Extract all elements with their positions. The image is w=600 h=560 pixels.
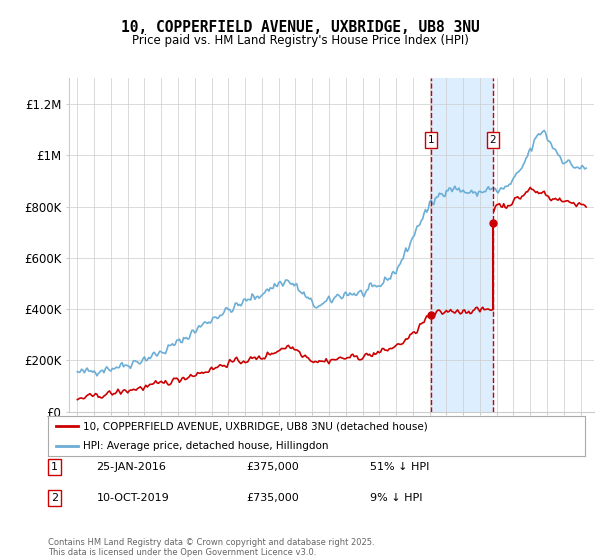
Text: 10, COPPERFIELD AVENUE, UXBRIDGE, UB8 3NU: 10, COPPERFIELD AVENUE, UXBRIDGE, UB8 3N… — [121, 20, 479, 35]
Bar — [431, 78, 493, 412]
Text: 25-JAN-2016: 25-JAN-2016 — [97, 462, 166, 472]
Text: 10, COPPERFIELD AVENUE, UXBRIDGE, UB8 3NU (detached house): 10, COPPERFIELD AVENUE, UXBRIDGE, UB8 3N… — [83, 421, 428, 431]
Text: £375,000: £375,000 — [247, 462, 299, 472]
Text: 10-OCT-2019: 10-OCT-2019 — [97, 493, 169, 503]
Text: HPI: Average price, detached house, Hillingdon: HPI: Average price, detached house, Hill… — [83, 441, 328, 451]
Text: 1: 1 — [51, 462, 58, 472]
Text: 1: 1 — [427, 135, 434, 145]
Text: Contains HM Land Registry data © Crown copyright and database right 2025.
This d: Contains HM Land Registry data © Crown c… — [48, 538, 374, 557]
Text: 2: 2 — [490, 135, 496, 145]
Text: £735,000: £735,000 — [247, 493, 299, 503]
Text: 2: 2 — [51, 493, 58, 503]
Text: 9% ↓ HPI: 9% ↓ HPI — [370, 493, 422, 503]
Text: Price paid vs. HM Land Registry's House Price Index (HPI): Price paid vs. HM Land Registry's House … — [131, 34, 469, 46]
Text: 51% ↓ HPI: 51% ↓ HPI — [370, 462, 430, 472]
